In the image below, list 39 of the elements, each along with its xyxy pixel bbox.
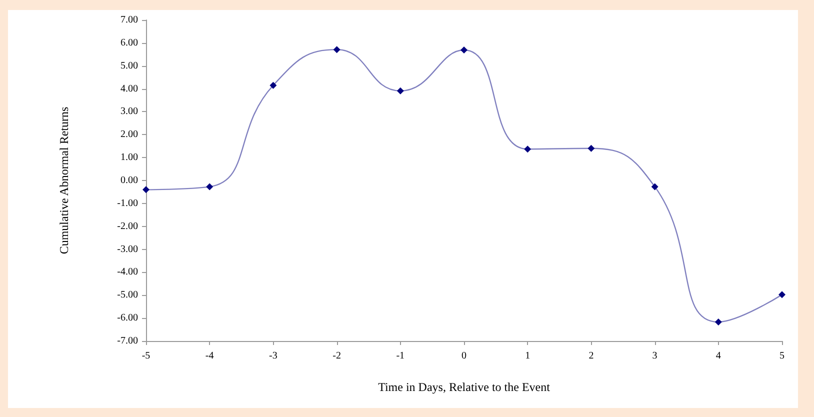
point: [714, 318, 722, 326]
y-tick-label: 1.00: [120, 152, 138, 164]
x-tick-label: 2: [588, 350, 594, 362]
x-tick-label: -3: [269, 350, 278, 362]
y-tick-label: -3.00: [117, 244, 138, 255]
point: [778, 291, 786, 298]
y-tick-label: -6.00: [117, 312, 138, 324]
y-tick-label: -4.00: [117, 266, 138, 278]
point: [460, 46, 468, 54]
point: [396, 87, 404, 94]
y-tick-label: 6.00: [120, 37, 138, 48]
y-tick-label: 2.00: [120, 129, 138, 140]
y-tick-label: 5.00: [120, 60, 138, 72]
point: [206, 183, 214, 190]
y-axis-title: Cumulative Abnormal Returns: [57, 106, 71, 254]
x-tick-label: -2: [332, 350, 341, 362]
point: [142, 186, 150, 194]
y-tick-label: -2.00: [117, 220, 138, 232]
point: [588, 144, 595, 152]
point: [524, 146, 532, 153]
point: [270, 82, 277, 89]
y-tick-label: 4.00: [120, 83, 138, 94]
y-tick-label: 3.00: [120, 106, 138, 118]
y-tick-label: -5.00: [117, 290, 138, 301]
x-tick-label: 0: [462, 350, 466, 362]
point: [651, 183, 658, 190]
x-tick-label: -5: [142, 350, 150, 362]
y-tick-label: -7.00: [117, 336, 138, 346]
x-axis-title: Time in Days, Relative to the Event: [378, 380, 551, 394]
x-tick-label: 5: [780, 350, 784, 362]
y-tick-label: 0.00: [120, 175, 138, 186]
x-tick-label: 4: [716, 350, 721, 362]
x-tick-label: 3: [652, 350, 658, 362]
y-tick-label: 7.00: [120, 14, 138, 26]
y-tick-label: -1.00: [117, 198, 138, 209]
point: [333, 46, 340, 54]
x-tick-label: -1: [396, 350, 405, 362]
x-tick-label: -4: [205, 350, 214, 362]
x-tick-label: 1: [525, 350, 530, 362]
